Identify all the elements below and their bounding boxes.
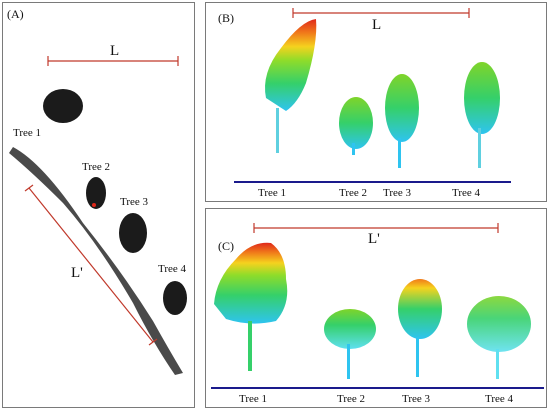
panel-c-label: (C) <box>218 239 234 253</box>
panel-a-tree-label: Tree 1 <box>13 127 42 139</box>
panel-b-pointcloud <box>234 8 511 183</box>
panel-c-tree-label: Tree 4 <box>485 393 514 405</box>
panel-a-tree-label: Tree 3 <box>120 196 149 208</box>
panel-b-tree-label: Tree 1 <box>258 187 287 199</box>
panel-c-tree-label: Tree 2 <box>337 393 366 405</box>
panel-c-tree-label: Tree 3 <box>402 393 431 405</box>
panel-a-length-label: L <box>110 43 120 59</box>
panel-b-label: (B) <box>218 11 234 25</box>
panel-a: (A) L L' Tree 1 Tree 2 Tree 3 Tree 4 <box>2 2 195 408</box>
panel-c-tree-label: Tree 1 <box>239 393 268 405</box>
panel-b: (B) <box>205 2 547 202</box>
panel-b-tree-label: Tree 3 <box>383 187 412 199</box>
panel-b-length-label: L <box>372 17 382 33</box>
panel-a-label: (A) <box>7 7 24 21</box>
panel-c: (C) <box>205 208 547 408</box>
panel-b-tree-label: Tree 4 <box>452 187 481 199</box>
panel-a-oblique-label: L' <box>71 265 83 281</box>
panel-a-tree-label: Tree 4 <box>158 263 187 275</box>
panel-c-pointcloud <box>211 223 544 389</box>
panel-a-tree-label: Tree 2 <box>82 161 111 173</box>
panel-a-pointcloud <box>9 56 187 375</box>
panel-b-tree-label: Tree 2 <box>339 187 368 199</box>
panel-c-length-label: L' <box>368 231 380 247</box>
